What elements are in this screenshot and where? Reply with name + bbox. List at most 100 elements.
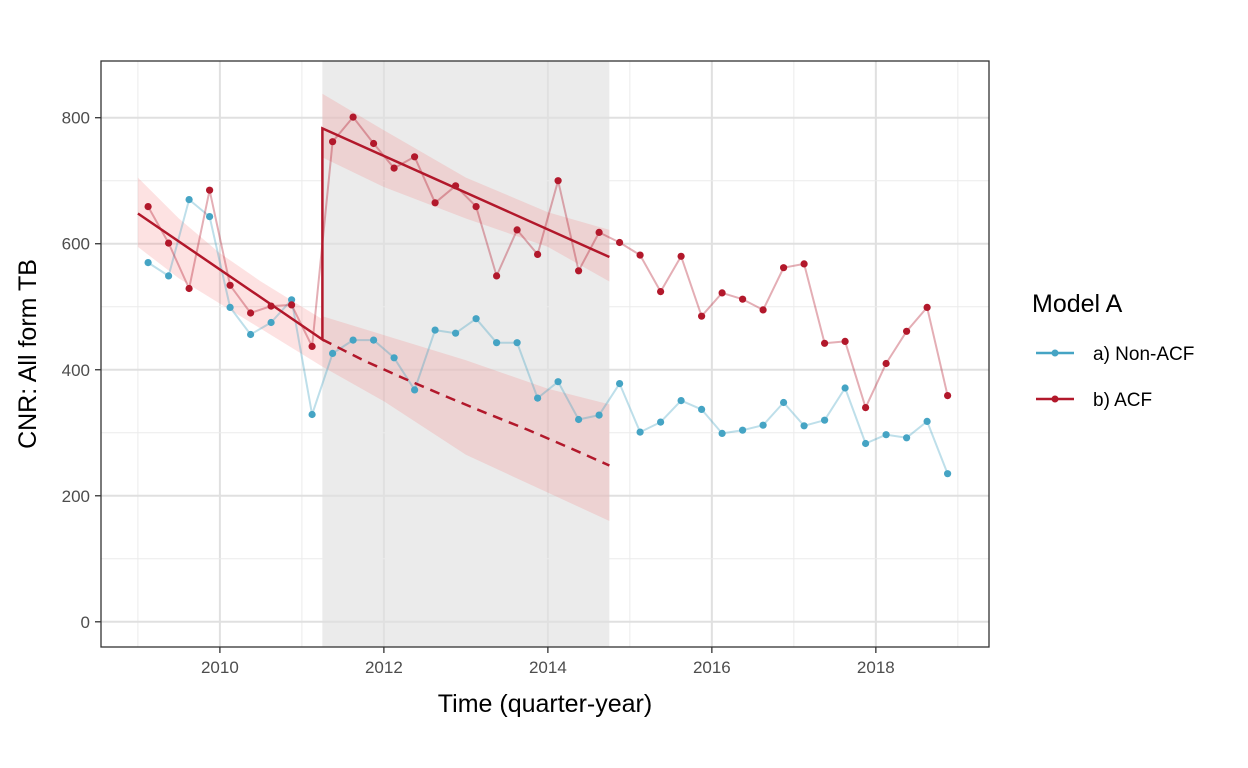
panel-border (100, 60, 990, 648)
point-non-acf (206, 213, 214, 221)
y-tick-label: 0 (81, 613, 90, 632)
point-acf (903, 327, 911, 335)
point-acf (226, 281, 234, 289)
y-axis: 0 200 400 600 800 (62, 109, 101, 632)
point-non-acf (698, 405, 706, 413)
point-non-acf (575, 415, 583, 424)
data-points (144, 113, 952, 478)
point-non-acf (513, 339, 521, 347)
point-acf (636, 251, 644, 259)
point-non-acf (780, 398, 788, 407)
point-non-acf (267, 318, 275, 327)
y-tick-label: 200 (62, 487, 90, 506)
x-tick-label: 2018 (857, 658, 895, 677)
legend-key-point-non-acf (1051, 349, 1059, 357)
point-acf (370, 139, 378, 148)
point-acf (288, 301, 296, 309)
point-non-acf (903, 434, 911, 442)
point-non-acf (534, 394, 542, 402)
point-non-acf (288, 296, 296, 304)
point-acf (739, 295, 747, 303)
point-non-acf (739, 426, 747, 434)
point-non-acf (718, 429, 726, 437)
point-non-acf (821, 416, 829, 424)
point-acf (144, 203, 152, 211)
point-acf (780, 264, 788, 272)
point-acf (165, 239, 173, 247)
point-acf (575, 267, 583, 275)
point-acf (267, 302, 275, 310)
point-non-acf (554, 378, 562, 386)
point-non-acf (226, 303, 234, 311)
point-non-acf (185, 196, 193, 204)
point-non-acf (800, 422, 808, 430)
legend-label-non-acf: a) Non-ACF (1093, 344, 1194, 365)
point-acf (677, 252, 685, 260)
point-non-acf (411, 386, 419, 394)
confidence-band-counterfactual (322, 316, 610, 521)
point-non-acf (657, 418, 665, 426)
point-acf (247, 309, 255, 317)
point-acf (616, 238, 624, 247)
point-acf (657, 288, 665, 296)
y-tick-label: 600 (62, 235, 90, 254)
point-acf (390, 164, 398, 172)
x-axis-title: Time (quarter-year) (438, 690, 652, 718)
point-acf (513, 226, 521, 234)
point-non-acf (493, 339, 501, 347)
series-line-acf (147, 116, 949, 409)
fitted-lines (137, 126, 610, 467)
point-acf (493, 272, 501, 280)
point-acf (452, 182, 460, 190)
point-non-acf (308, 410, 316, 419)
y-tick-label: 400 (62, 361, 90, 380)
fitted-line-segmented (137, 126, 610, 342)
point-non-acf (636, 428, 644, 436)
point-acf (862, 404, 870, 412)
point-non-acf (862, 439, 870, 448)
point-non-acf (349, 336, 357, 344)
point-non-acf (472, 315, 480, 323)
point-non-acf (677, 397, 685, 405)
point-acf (411, 153, 419, 161)
legend-title: Model A (1032, 290, 1123, 318)
point-acf (800, 260, 808, 268)
legend: Model A a) Non-ACF b) ACF (1032, 290, 1194, 411)
legend-key-point-acf (1051, 395, 1059, 403)
point-acf (944, 392, 952, 400)
point-acf (329, 138, 337, 146)
x-tick-label: 2014 (529, 658, 567, 677)
x-tick-label: 2010 (201, 658, 239, 677)
y-axis-title: CNR: All form TB (14, 259, 42, 449)
point-acf (472, 203, 480, 211)
panel-frame (100, 60, 990, 648)
point-acf (185, 284, 193, 293)
point-non-acf (452, 329, 460, 337)
plot-panel (101, 61, 989, 647)
point-acf (534, 250, 542, 258)
legend-item-acf: b) ACF (1036, 390, 1152, 411)
point-acf (698, 312, 706, 320)
point-non-acf (841, 384, 849, 392)
point-acf (206, 186, 214, 194)
point-non-acf (595, 411, 603, 419)
point-non-acf (431, 326, 439, 334)
point-acf (595, 228, 603, 236)
confidence-band-acf (322, 93, 610, 282)
point-non-acf (944, 470, 952, 478)
confidence-bands (137, 93, 610, 521)
point-acf (841, 337, 849, 345)
point-acf (554, 177, 562, 185)
point-non-acf (759, 421, 767, 429)
point-non-acf (165, 272, 173, 280)
point-non-acf (370, 336, 378, 344)
panel-background (101, 61, 989, 647)
gridlines (101, 61, 989, 647)
x-tick-label: 2016 (693, 658, 731, 677)
point-non-acf (616, 380, 624, 388)
point-non-acf (144, 259, 152, 267)
point-acf (882, 359, 890, 368)
point-non-acf (882, 431, 890, 439)
x-tick-label: 2012 (365, 658, 403, 677)
